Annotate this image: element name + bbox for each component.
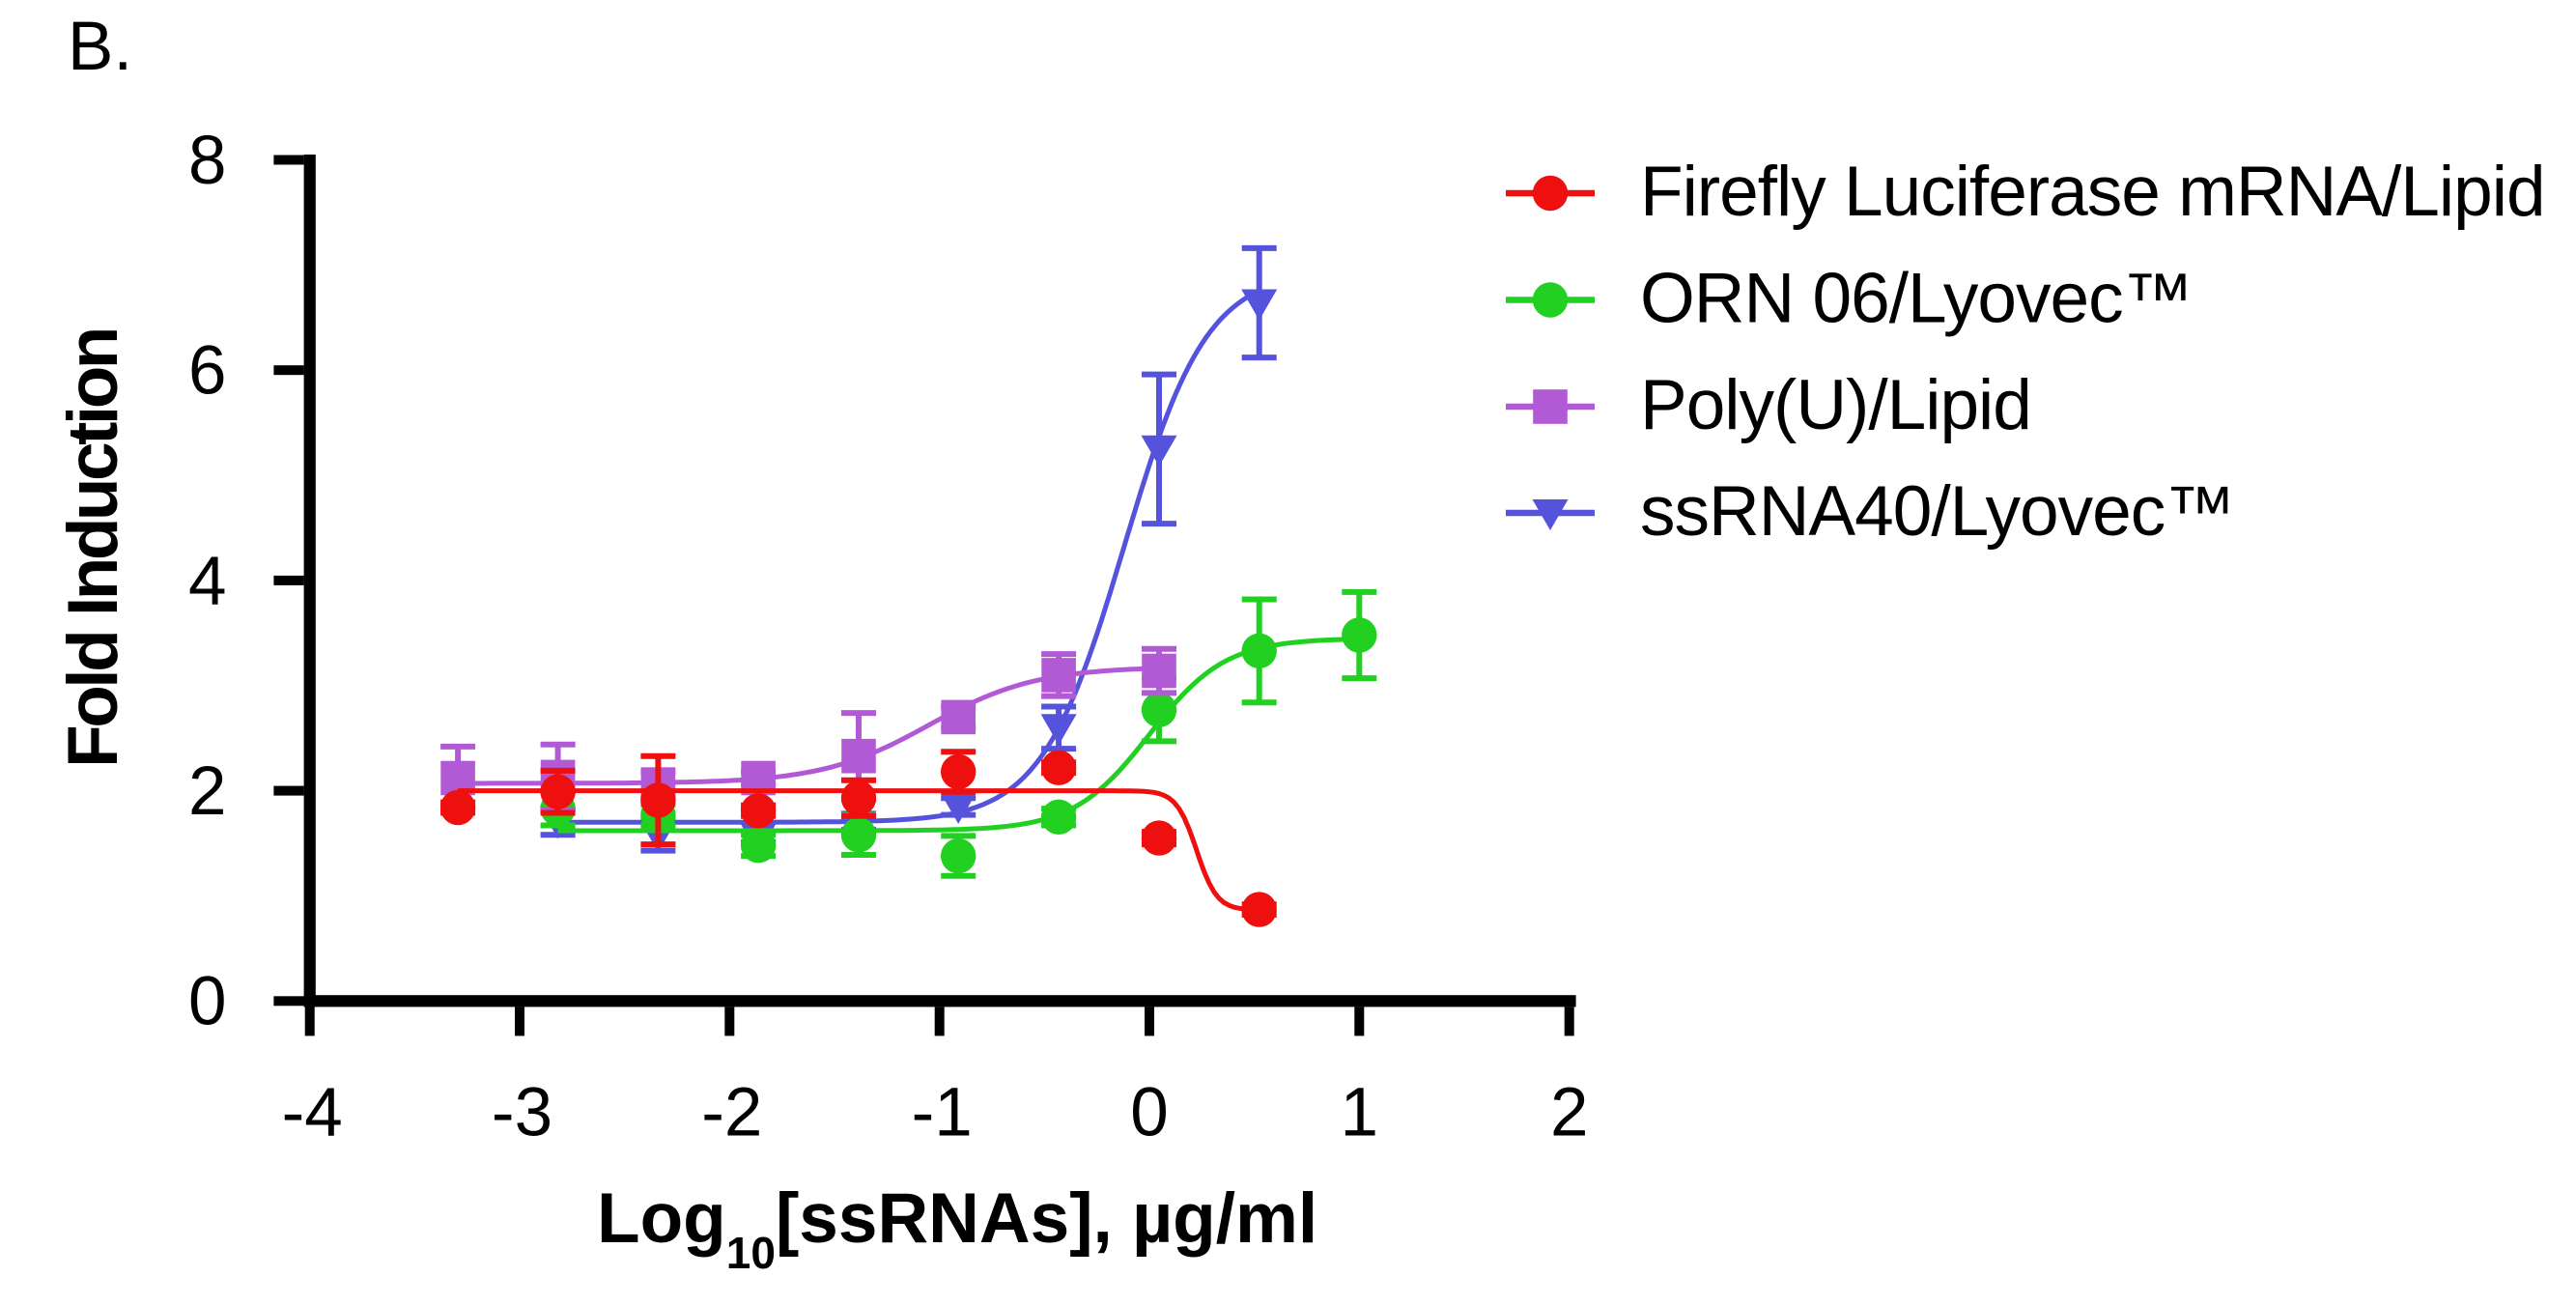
svg-text:-1: -1: [912, 1075, 973, 1151]
svg-text:0: 0: [188, 964, 227, 1040]
svg-text:Fold Induction: Fold Induction: [54, 329, 132, 768]
svg-text:6: 6: [188, 333, 227, 410]
svg-text:ssRNA40/Lyovec™: ssRNA40/Lyovec™: [1640, 472, 2234, 551]
svg-text:-2: -2: [701, 1075, 762, 1151]
svg-text:0: 0: [1130, 1075, 1169, 1151]
svg-text:ORN 06/Lyovec™: ORN 06/Lyovec™: [1640, 260, 2193, 338]
svg-text:Firefly Luciferase mRNA/Lipid: Firefly Luciferase mRNA/Lipid: [1640, 153, 2545, 231]
svg-text:1: 1: [1341, 1075, 1379, 1151]
svg-text:B.: B.: [68, 9, 132, 85]
svg-text:8: 8: [188, 123, 227, 199]
svg-text:2: 2: [188, 753, 227, 830]
svg-text:-3: -3: [492, 1075, 552, 1151]
svg-text:Poly(U)/Lipid: Poly(U)/Lipid: [1640, 366, 2031, 444]
svg-text:4: 4: [188, 543, 227, 619]
svg-text:2: 2: [1550, 1075, 1589, 1151]
svg-text:-4: -4: [282, 1075, 343, 1151]
